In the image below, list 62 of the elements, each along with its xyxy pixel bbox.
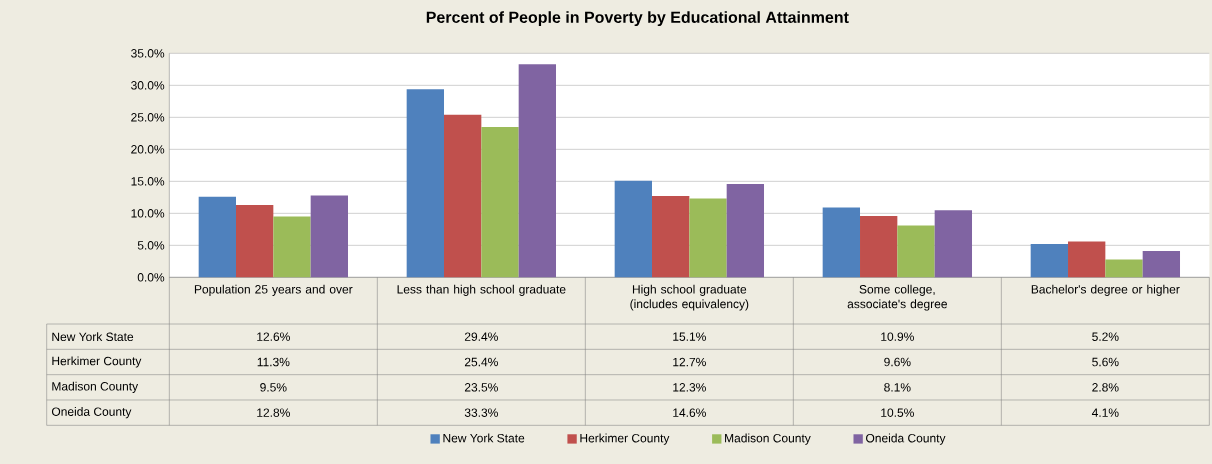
bar (689, 198, 727, 278)
data-label: 9.6% (884, 357, 911, 367)
bar (444, 114, 482, 278)
legend-label: Madison County (725, 433, 811, 445)
y-tick-label: 0.0% (137, 273, 165, 282)
bar (897, 225, 935, 278)
y-tick-label: 30.0% (131, 81, 165, 90)
data-label: 15.1% (673, 332, 706, 341)
y-tick-label: 25.0% (131, 113, 165, 122)
bar (934, 210, 973, 278)
data-label: 12.7% (673, 357, 706, 367)
data-label: 9.5% (260, 383, 287, 392)
data-label: 33.3% (464, 408, 498, 417)
data-label: 10.9% (881, 332, 914, 341)
x-tick-label: Some college, associate's degree (847, 284, 947, 311)
bar (1030, 244, 1069, 278)
text: New York State (52, 332, 134, 342)
data-label: 23.5% (464, 383, 498, 392)
bar (614, 180, 653, 278)
bar (236, 205, 274, 278)
data-label: 5.2% (1092, 332, 1119, 341)
data-label: 25.4% (464, 357, 498, 367)
legend-label: Herkimer County (580, 433, 670, 445)
x-tick-label: Population 25 years and over (194, 284, 353, 296)
x-tick-label: High school graduate (includes equivalency) (630, 284, 749, 311)
x-tick-label: Bachelor's degree or higher (1031, 284, 1180, 296)
text: Oneida County (51, 407, 132, 419)
bar (273, 216, 311, 278)
data-label: 11.3% (257, 357, 290, 367)
data-label: 29.4% (464, 332, 498, 341)
legend-label: Oneida County (866, 433, 946, 445)
y-tick-label: 10.0% (131, 209, 165, 218)
text: Madison County (52, 381, 139, 393)
bar (198, 196, 236, 278)
bar (1068, 241, 1106, 278)
data-label: 8.1% (884, 383, 911, 392)
bar (1142, 251, 1181, 278)
bar (1105, 259, 1143, 278)
y-tick-label: 35.0% (131, 49, 165, 58)
bar (822, 207, 861, 278)
legend-label: New York State (443, 433, 525, 443)
data-label: 10.5% (881, 408, 914, 417)
bar (406, 89, 445, 278)
chart-title: Percent of People in Poverty by Educational Attainment (426, 11, 849, 27)
bar (726, 183, 765, 278)
y-tick-label: 5.0% (137, 241, 165, 250)
data-label: 14.6% (673, 408, 706, 417)
data-label: 2.8% (1092, 383, 1119, 392)
data-label: 12.6% (257, 332, 290, 341)
bar (481, 126, 519, 278)
y-tick-label: 15.0% (131, 177, 165, 186)
data-label: 12.8% (257, 408, 290, 417)
text: Herkimer County (52, 356, 142, 368)
bar (310, 195, 349, 278)
bar (860, 215, 898, 278)
bar (652, 196, 690, 278)
data-label: 5.6% (1092, 357, 1119, 367)
x-tick-label: Less than high school graduate (397, 284, 566, 296)
bar (518, 64, 557, 278)
data-label: 4.1% (1091, 408, 1119, 417)
y-tick-label: 20.0% (131, 145, 165, 154)
data-label: 12.3% (673, 383, 706, 392)
